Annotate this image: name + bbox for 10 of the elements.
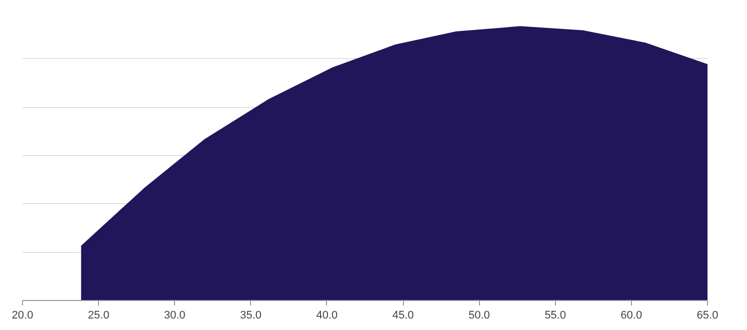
x-tick-label: 25.0 [88,310,110,322]
x-tick-label: 20.0 [12,310,34,322]
x-tick-label: 55.0 [544,310,566,322]
x-tick-label: 50.0 [468,310,490,322]
x-tick-label: 40.0 [316,310,338,322]
x-tick-label: 45.0 [392,310,414,322]
x-tick-label: 35.0 [240,310,262,322]
x-tick-label: 30.0 [164,310,186,322]
x-tick-label: 65.0 [696,310,718,322]
x-tick-label: 60.0 [620,310,642,322]
